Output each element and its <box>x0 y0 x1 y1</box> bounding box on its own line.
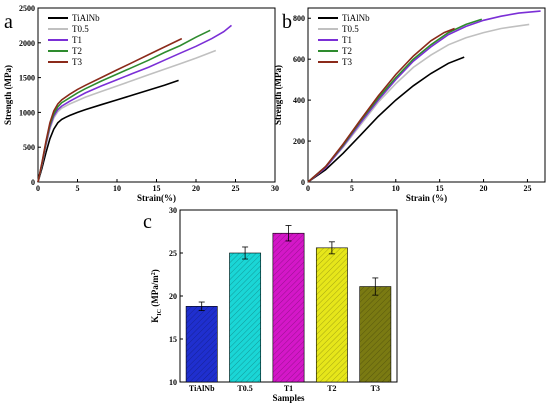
a-series-line-t1 <box>37 24 233 183</box>
a-legend-label: T1 <box>72 35 82 45</box>
b-y-tick-label: 400 <box>293 96 305 105</box>
b-legend-label: T0.5 <box>342 24 359 34</box>
panel-b: 0 5 10 15 20 25 0 200 400 600 800 Strain (%) Strengt… <box>273 7 546 203</box>
c-y-tick-label: 20 <box>169 292 177 301</box>
a-x-axis-label: Strain(%) <box>137 193 176 203</box>
b-legend-label: T3 <box>342 57 352 67</box>
b-y-tick-label: 200 <box>293 137 305 146</box>
c-x-tick-label: T2 <box>327 384 336 393</box>
b-legend-label: TiAlNb <box>342 13 370 23</box>
a-series-line-t2 <box>37 29 211 183</box>
panel-c: 10 15 20 25 30 TiAlNb T0.5 T1 T2 T3 Samples KIC (MP… <box>150 206 398 403</box>
a-x-tick-label: 10 <box>113 184 121 193</box>
b-x-tick-label: 25 <box>523 184 531 193</box>
c-bar-hatch <box>186 306 218 382</box>
c-bar-hatch <box>359 286 391 382</box>
c-x-tick-label: TiAlNb <box>189 384 215 393</box>
a-y-tick-label: 1000 <box>19 108 35 117</box>
c-bar-hatch <box>316 247 348 382</box>
b-legend-label: T1 <box>342 35 352 45</box>
b-y-axis-label: Strength (MPa) <box>273 65 283 125</box>
b-y-tick-label: 0 <box>301 178 305 187</box>
a-legend-label: T2 <box>72 46 82 56</box>
a-y-tick-label: 2500 <box>19 4 35 13</box>
b-legend-label: T2 <box>342 46 352 56</box>
b-x-tick-label: 20 <box>480 184 488 193</box>
a-legend-label: T0.5 <box>72 24 89 34</box>
a-legend-label: TiAlNb <box>72 13 100 23</box>
a-x-tick-label: 0 <box>36 184 40 193</box>
a-series-line-tialnb <box>37 79 179 183</box>
b-x-axis-label: Strain (%) <box>406 193 447 203</box>
c-y-tick-label: 25 <box>169 249 177 258</box>
panel-label-a: a <box>4 11 13 33</box>
b-y-tick-label: 800 <box>293 14 305 23</box>
a-y-tick-label: 0 <box>31 178 35 187</box>
a-y-axis-label: Strength (MPa) <box>3 65 13 125</box>
b-x-tick-label: 10 <box>392 184 400 193</box>
c-x-axis-label: Samples <box>272 393 305 403</box>
a-x-tick-label: 15 <box>153 184 161 193</box>
a-series-line-t3 <box>37 37 183 183</box>
c-bar-hatch <box>229 253 261 382</box>
c-x-tick-label: T1 <box>284 384 293 393</box>
a-x-tick-label: 25 <box>232 184 240 193</box>
b-series-line-tialnb <box>307 56 465 183</box>
a-legend-label: T3 <box>72 57 82 67</box>
c-x-tick-label: T0.5 <box>237 384 252 393</box>
c-y-tick-label: 30 <box>169 206 177 215</box>
a-y-tick-label: 1500 <box>19 74 35 83</box>
c-y-axis-label: KIC (MPa/m2) <box>150 269 163 322</box>
c-x-tick-label: T3 <box>371 384 380 393</box>
panel-label-c: c <box>143 211 152 233</box>
c-y-tick-label: 10 <box>169 378 177 387</box>
b-x-tick-label: 0 <box>306 184 310 193</box>
c-bar-hatch <box>272 233 305 382</box>
c-y-tick-label: 15 <box>169 335 177 344</box>
a-y-tick-label: 500 <box>23 143 35 152</box>
b-x-tick-label: 5 <box>350 184 354 193</box>
a-x-tick-label: 30 <box>271 184 279 193</box>
b-x-tick-label: 15 <box>436 184 444 193</box>
b-plot-frame <box>307 7 546 183</box>
a-y-tick-label: 2000 <box>19 39 35 48</box>
panel-a: 0 5 10 15 20 25 30 0 500 1000 1500 2000 2500 Strain(%… <box>3 4 279 203</box>
a-x-tick-label: 5 <box>76 184 80 193</box>
a-x-tick-label: 20 <box>192 184 200 193</box>
panel-label-b: b <box>282 11 292 33</box>
b-y-tick-label: 600 <box>293 55 305 64</box>
b-series-line-t3 <box>307 27 455 183</box>
